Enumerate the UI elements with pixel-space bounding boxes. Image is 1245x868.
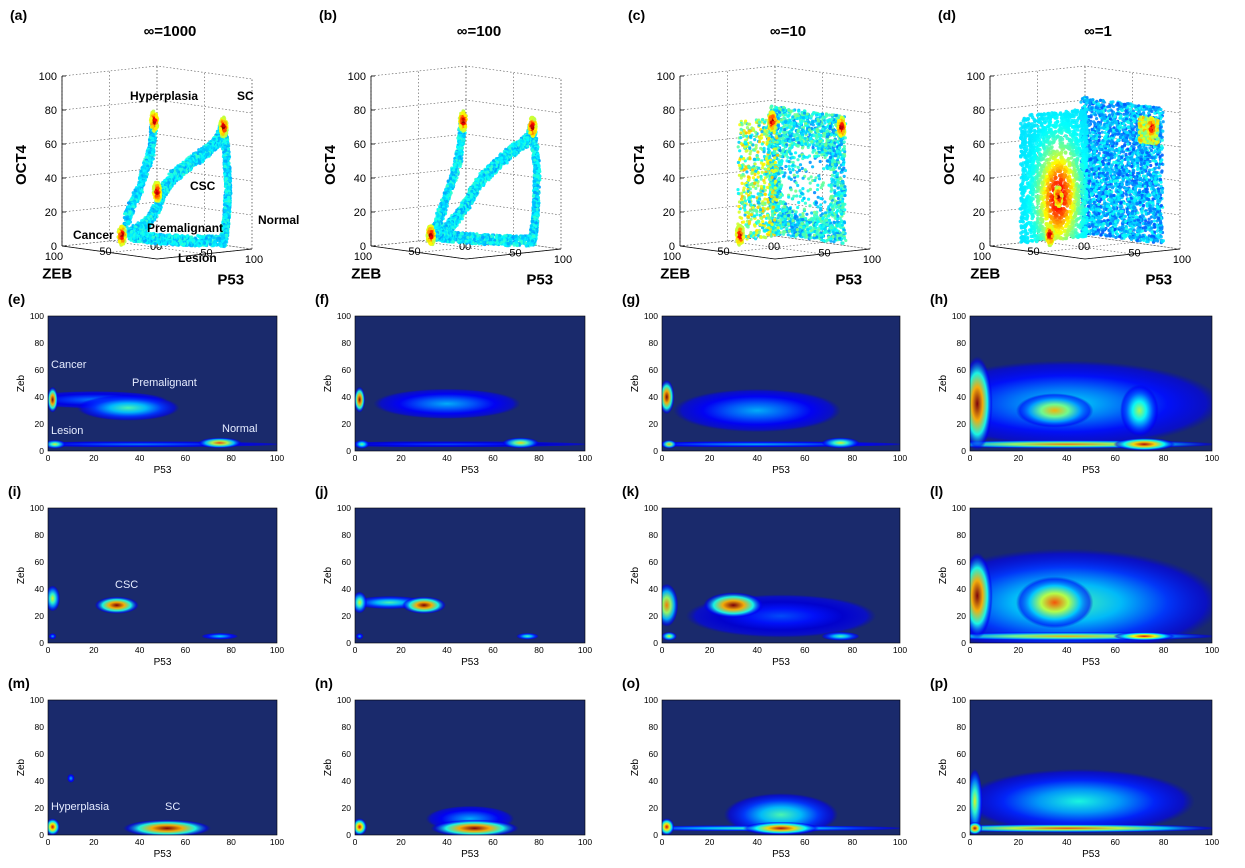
data-point: [226, 218, 230, 222]
data-point: [120, 236, 124, 240]
data-point: [126, 220, 130, 224]
data-point: [228, 179, 233, 183]
data-point: [223, 159, 228, 163]
data-point: [197, 235, 201, 239]
data-point: [208, 242, 212, 246]
grid-line: [61, 65, 253, 80]
data-point: [149, 117, 153, 121]
data-point: [221, 132, 225, 136]
data-point: [142, 239, 146, 243]
data-point: [223, 209, 227, 213]
data-point: [149, 214, 153, 218]
data-point: [119, 225, 123, 229]
oct4-tick-label: 20: [45, 207, 57, 219]
p53-axis-front: [156, 248, 253, 260]
zeb-axis-front: [61, 245, 158, 260]
data-point: [175, 168, 179, 172]
data-point: [118, 239, 122, 243]
data-point: [218, 127, 223, 131]
data-point: [151, 147, 155, 151]
data-point: [222, 225, 226, 229]
data-point: [212, 240, 216, 244]
oct4-tick-label: 80: [45, 105, 57, 117]
data-point: [151, 111, 155, 115]
data-point: [129, 230, 133, 234]
zeb-axis-label: ZEB: [42, 266, 72, 283]
data-point: [167, 172, 171, 176]
data-point: [223, 129, 227, 133]
data-point: [151, 143, 155, 147]
data-point: [152, 185, 156, 190]
data-point: [226, 185, 230, 190]
data-point: [223, 206, 227, 210]
data-point: [148, 156, 152, 160]
data-point: [129, 233, 133, 237]
zeb-tick-label: 50: [99, 246, 111, 258]
oct4-tick-label: 100: [39, 71, 57, 83]
p53-tick-label: 50: [200, 248, 212, 260]
data-point: [156, 240, 160, 244]
p53-tick-label: 0: [156, 241, 162, 253]
oct4-tick-label: 0: [51, 241, 57, 253]
data-point: [223, 172, 227, 176]
data-point: [150, 125, 155, 129]
data-point: [153, 118, 157, 122]
oct4-tick-label: 60: [45, 139, 57, 151]
data-point: [153, 242, 157, 246]
data-point: [224, 182, 228, 186]
data-point: [222, 123, 226, 128]
data-point: [154, 126, 158, 131]
p53-axis-label: P53: [217, 271, 244, 288]
data-point: [222, 115, 226, 120]
zeb-tick-label: 100: [45, 251, 63, 263]
p53-tick-label: 100: [245, 254, 263, 266]
data-point: [137, 180, 141, 184]
data-point: [125, 217, 129, 221]
data-point: [120, 242, 124, 246]
data-point: [227, 199, 231, 203]
zeb-tick-label: 0: [150, 241, 156, 253]
data-point: [204, 236, 208, 240]
data-point: [212, 138, 216, 142]
data-point: [154, 194, 159, 198]
scatter-points: [116, 109, 233, 249]
oct4-tick-label: 40: [45, 173, 57, 185]
oct4-axis-label: OCT4: [13, 144, 30, 185]
grid-line: [61, 99, 253, 114]
data-point: [128, 236, 132, 240]
data-point: [118, 232, 122, 236]
data-point: [126, 201, 131, 205]
data-point: [139, 182, 143, 186]
